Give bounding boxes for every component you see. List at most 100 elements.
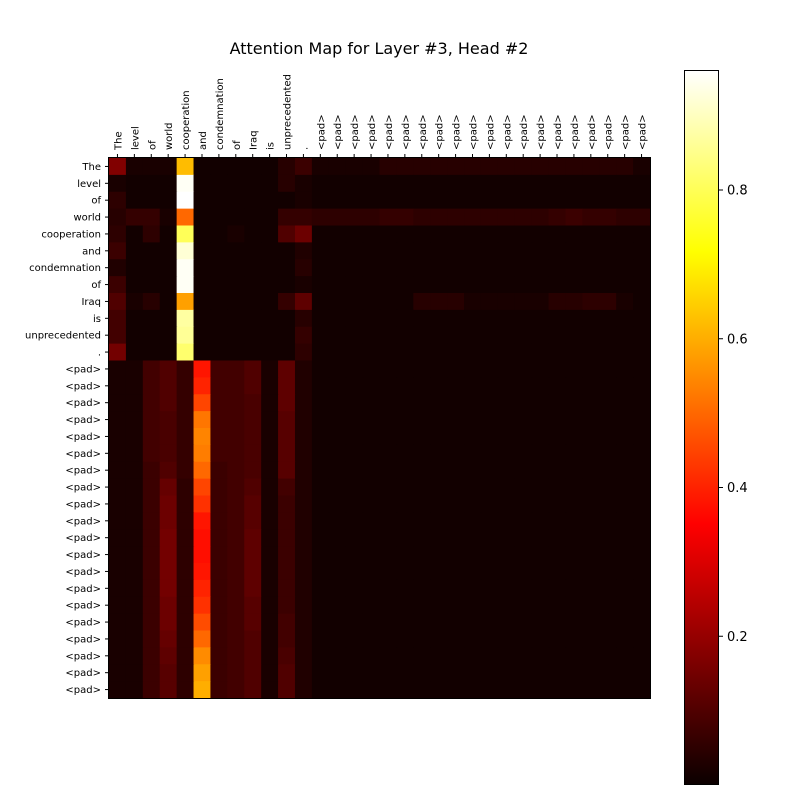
heatmap-cell <box>362 495 381 513</box>
heatmap-cell <box>430 309 448 328</box>
heatmap-cell <box>244 563 262 581</box>
heatmap-cell <box>430 478 448 497</box>
heatmap-cell <box>278 478 296 497</box>
heatmap-cell <box>464 579 482 598</box>
heatmap-cell <box>379 596 398 615</box>
heatmap-cell <box>125 546 144 564</box>
x-tick-label: <pad> <box>367 114 378 150</box>
heatmap-cell <box>328 563 347 581</box>
heatmap-cell <box>480 664 499 682</box>
heatmap-cell <box>413 512 431 530</box>
heatmap-cell <box>278 596 296 615</box>
heatmap-cell <box>514 343 533 362</box>
heatmap-cell <box>294 444 313 463</box>
heatmap-cell <box>362 478 381 497</box>
heatmap-cell <box>599 444 617 463</box>
heatmap-cell <box>480 360 499 378</box>
heatmap-cell <box>109 242 127 260</box>
heatmap-cell <box>210 681 228 699</box>
heatmap-cell <box>464 191 482 210</box>
heatmap-cell <box>278 630 296 648</box>
heatmap-cell <box>294 681 313 699</box>
heatmap-cell <box>210 158 228 176</box>
heatmap-cell <box>464 158 482 176</box>
heatmap-cell <box>565 647 583 665</box>
heatmap-cell <box>599 630 617 648</box>
heatmap-cell <box>294 563 313 581</box>
heatmap-cell <box>159 512 178 530</box>
heatmap-cell <box>125 225 144 243</box>
heatmap-cell <box>480 596 499 615</box>
heatmap-cell <box>227 563 245 581</box>
heatmap-cell <box>396 529 414 547</box>
heatmap-cell <box>294 326 313 345</box>
heatmap-cell <box>193 529 212 547</box>
heatmap-cell <box>278 259 296 277</box>
y-tick-label: is <box>93 314 101 325</box>
heatmap-cell <box>210 208 228 227</box>
heatmap-cell <box>582 259 600 277</box>
heatmap-cell <box>244 208 262 227</box>
heatmap-cell <box>345 478 364 497</box>
heatmap-cell <box>125 563 144 581</box>
heatmap-cell <box>480 276 499 294</box>
heatmap-cell <box>480 630 499 648</box>
heatmap-cell <box>464 309 482 328</box>
heatmap-cell <box>497 613 516 632</box>
y-tick-label: <pad> <box>65 601 101 612</box>
heatmap-cell <box>261 529 279 547</box>
heatmap-cell <box>125 681 144 699</box>
heatmap-cell <box>379 495 398 513</box>
heatmap-cell <box>109 529 127 547</box>
heatmap-cell <box>396 664 414 682</box>
heatmap-cell <box>109 276 127 294</box>
heatmap-cell <box>142 461 161 480</box>
heatmap-cell <box>582 495 600 513</box>
heatmap-cell <box>599 529 617 547</box>
heatmap-cell <box>633 495 651 513</box>
heatmap-cell <box>193 293 212 311</box>
heatmap-cell <box>548 411 567 429</box>
heatmap-cell <box>227 293 245 311</box>
heatmap-cell <box>413 259 431 277</box>
y-tick-label: <pad> <box>65 483 101 494</box>
heatmap-cell <box>159 343 178 362</box>
heatmap-cell <box>159 377 178 395</box>
heatmap-cell <box>633 293 651 311</box>
heatmap-cell <box>176 579 195 598</box>
heatmap-cell <box>447 174 465 193</box>
heatmap-cell <box>447 377 465 395</box>
heatmap-cell <box>413 360 431 378</box>
heatmap-cell <box>447 596 465 615</box>
heatmap-cell <box>531 596 550 615</box>
heatmap-cell <box>328 158 347 176</box>
heatmap-cell <box>464 681 482 699</box>
heatmap-cell <box>413 326 431 345</box>
y-tick-label: <pad> <box>65 533 101 544</box>
heatmap-cell <box>227 259 245 277</box>
heatmap-cell <box>278 191 296 210</box>
heatmap-cell <box>210 546 228 564</box>
heatmap-cell <box>514 309 533 328</box>
heatmap-cell <box>345 174 364 193</box>
heatmap-cell <box>379 394 398 412</box>
heatmap-cell <box>531 276 550 294</box>
heatmap-cell <box>210 225 228 243</box>
heatmap-cell <box>311 529 330 547</box>
heatmap-cell <box>125 158 144 176</box>
heatmap-cell <box>633 174 651 193</box>
heatmap-cell <box>345 546 364 564</box>
heatmap-cell <box>379 293 398 311</box>
heatmap-cell <box>616 512 634 530</box>
heatmap-cell <box>480 428 499 446</box>
heatmap-cell <box>565 596 583 615</box>
heatmap-cell <box>159 309 178 328</box>
heatmap-cell <box>311 461 330 480</box>
heatmap-cell <box>142 158 161 176</box>
heatmap-cell <box>514 596 533 615</box>
heatmap-cell <box>582 478 600 497</box>
heatmap-cell <box>362 411 381 429</box>
heatmap-cell <box>227 579 245 598</box>
heatmap-cell <box>633 343 651 362</box>
heatmap-cell <box>159 529 178 547</box>
